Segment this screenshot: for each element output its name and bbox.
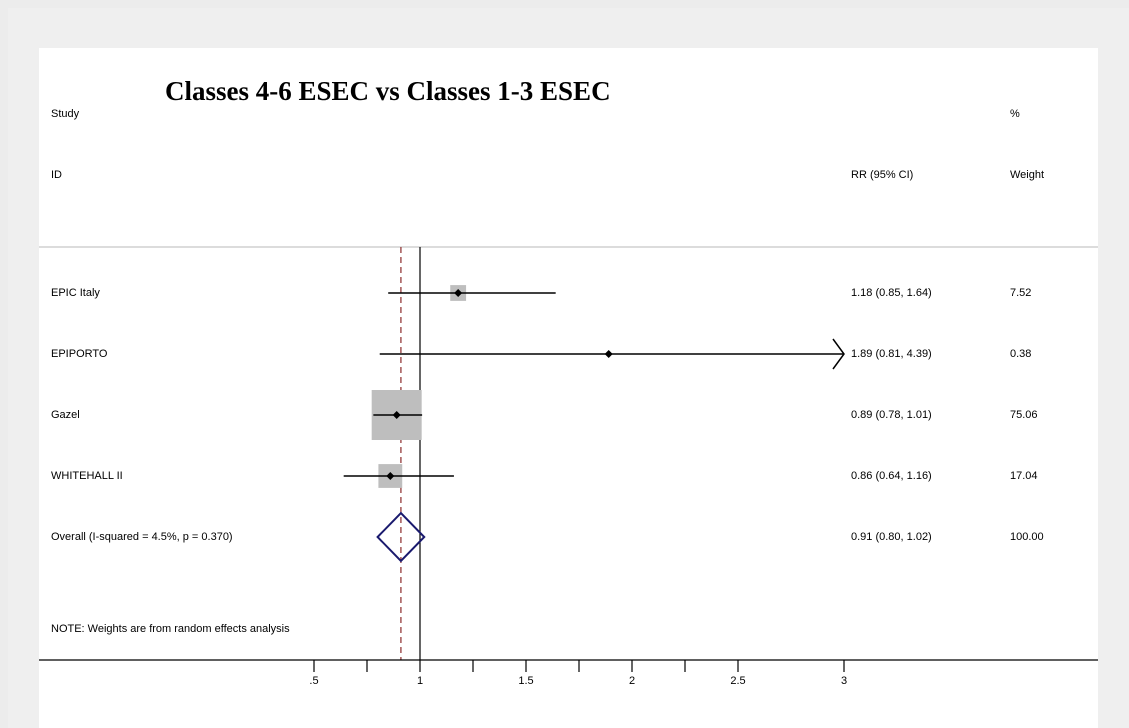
study-label: EPIPORTO — [51, 348, 108, 360]
x-tick-label: .5 — [309, 675, 318, 687]
study-estimate: 1.89 (0.81, 4.39) — [851, 348, 932, 360]
study-weight: 17.04 — [1010, 470, 1038, 482]
overall-label: Overall (I-squared = 4.5%, p = 0.370) — [51, 531, 233, 543]
study-point-estimate — [604, 350, 613, 358]
header-id: ID — [51, 169, 62, 181]
chart-title: Classes 4-6 ESEC vs Classes 1-3 ESEC — [165, 76, 611, 106]
study-weight: 0.38 — [1010, 348, 1031, 360]
study-weight: 75.06 — [1010, 409, 1038, 421]
x-tick-label: 1.5 — [518, 675, 533, 687]
study-label: Gazel — [51, 409, 80, 421]
header-study: Study — [51, 108, 80, 120]
study-point-estimate — [454, 289, 463, 297]
header-weight: Weight — [1010, 169, 1044, 181]
x-tick-label: 2.5 — [730, 675, 745, 687]
weights-note: NOTE: Weights are from random effects an… — [51, 623, 290, 635]
study-estimate: 1.18 (0.85, 1.64) — [851, 287, 932, 299]
overall-estimate: 0.91 (0.80, 1.02) — [851, 531, 932, 543]
header-weight-percent: % — [1010, 108, 1020, 120]
study-estimate: 0.86 (0.64, 1.16) — [851, 470, 932, 482]
study-point-estimate — [392, 411, 401, 419]
study-estimate: 0.89 (0.78, 1.01) — [851, 409, 932, 421]
ci-clip-arrow — [832, 338, 845, 370]
chart-frame: Classes 4-6 ESEC vs Classes 1-3 ESEC Stud… — [8, 8, 1129, 728]
overall-diamond — [376, 511, 426, 563]
x-tick-label: 2 — [629, 675, 635, 687]
study-label: WHITEHALL II — [51, 470, 123, 482]
x-tick-label: 1 — [417, 675, 423, 687]
overall-weight: 100.00 — [1010, 531, 1044, 543]
forest-plot: Classes 4-6 ESEC vs Classes 1-3 ESEC Stud… — [39, 76, 1098, 687]
header-estimate: RR (95% CI) — [851, 169, 913, 181]
plot-area: Classes 4-6 ESEC vs Classes 1-3 ESEC Stud… — [39, 48, 1098, 728]
study-label: EPIC Italy — [51, 287, 100, 299]
study-weight: 7.52 — [1010, 287, 1031, 299]
study-point-estimate — [386, 472, 395, 480]
x-tick-label: 3 — [841, 675, 847, 687]
